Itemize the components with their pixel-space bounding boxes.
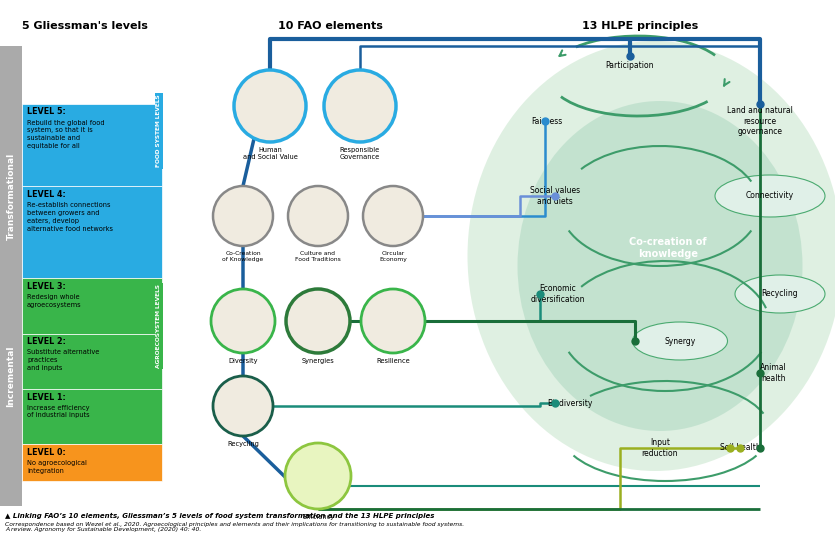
- Bar: [22, 333, 162, 389]
- Text: ▲ Linking FAO’s 10 elements, Gliessman’s 5 levels of food system transformation : ▲ Linking FAO’s 10 elements, Gliessman’s…: [5, 513, 434, 519]
- Text: Culture and
Food Traditions: Culture and Food Traditions: [295, 251, 341, 262]
- Text: FOOD SYSTEM LEVELS: FOOD SYSTEM LEVELS: [156, 95, 161, 167]
- Text: Circular
Economy: Circular Economy: [379, 251, 407, 262]
- Text: Recycling: Recycling: [762, 289, 798, 299]
- Text: LEVEL 0:: LEVEL 0:: [27, 448, 66, 457]
- Text: LEVEL 3:: LEVEL 3:: [27, 282, 66, 291]
- Text: Co-Creation
of Knowledge: Co-Creation of Knowledge: [222, 251, 264, 262]
- Text: Transformational: Transformational: [7, 152, 16, 240]
- Circle shape: [361, 289, 425, 353]
- Circle shape: [211, 289, 275, 353]
- Text: No agroecological
integration: No agroecological integration: [27, 460, 87, 474]
- Circle shape: [324, 70, 396, 142]
- Text: LEVEL 5:: LEVEL 5:: [27, 108, 66, 116]
- Text: 10 FAO elements: 10 FAO elements: [277, 21, 382, 31]
- Circle shape: [286, 289, 350, 353]
- Text: Recycling: Recycling: [227, 441, 259, 447]
- Bar: [22, 103, 162, 187]
- Circle shape: [285, 443, 351, 509]
- Bar: [22, 187, 162, 278]
- Bar: [22, 389, 162, 444]
- Text: Substitute alternative
practices
and inputs: Substitute alternative practices and inp…: [27, 349, 99, 371]
- Text: Fairness: Fairness: [531, 116, 563, 125]
- Text: Land and natural
resource
governance: Land and natural resource governance: [727, 106, 793, 136]
- Text: Social values
and diets: Social values and diets: [530, 187, 580, 206]
- Ellipse shape: [735, 275, 825, 313]
- Text: Synergy: Synergy: [665, 337, 696, 346]
- Text: Participation: Participation: [605, 62, 655, 71]
- Text: Correspondence based on Wezel et al., 2020. Agroecological principles and elemen: Correspondence based on Wezel et al., 20…: [5, 522, 464, 532]
- Text: Diversity: Diversity: [228, 358, 258, 364]
- Circle shape: [213, 186, 273, 246]
- Text: Soil health: Soil health: [720, 443, 761, 452]
- Text: Increase efficiency
of industrial inputs: Increase efficiency of industrial inputs: [27, 405, 89, 419]
- Text: Rebuild the global food
system, so that it is
sustainable and
equitable for all: Rebuild the global food system, so that …: [27, 120, 104, 149]
- Text: Re-establish connections
between growers and
eaters, develop
alternative food ne: Re-establish connections between growers…: [27, 202, 113, 232]
- Ellipse shape: [632, 322, 727, 360]
- Text: LEVEL 4:: LEVEL 4:: [27, 190, 66, 199]
- Text: Efficiency: Efficiency: [302, 514, 334, 520]
- Text: LEVEL 2:: LEVEL 2:: [27, 338, 66, 346]
- Text: 5 Gliessman's levels: 5 Gliessman's levels: [22, 21, 148, 31]
- Text: 13 HLPE principles: 13 HLPE principles: [582, 21, 698, 31]
- Bar: [22, 444, 162, 481]
- Text: Biodiversity: Biodiversity: [547, 398, 593, 407]
- Circle shape: [213, 376, 273, 436]
- Text: LEVEL 1:: LEVEL 1:: [27, 393, 66, 401]
- Text: Responsible
Governance: Responsible Governance: [340, 147, 380, 160]
- Text: AGROECOSYSTEM LEVELS: AGROECOSYSTEM LEVELS: [156, 284, 161, 368]
- Ellipse shape: [468, 41, 835, 471]
- Text: Redesign whole
agroecosystems: Redesign whole agroecosystems: [27, 294, 82, 308]
- Circle shape: [288, 186, 348, 246]
- Text: Resilience: Resilience: [376, 358, 410, 364]
- Text: Synergies: Synergies: [301, 358, 334, 364]
- Ellipse shape: [518, 101, 802, 431]
- Circle shape: [363, 186, 423, 246]
- Ellipse shape: [715, 175, 825, 217]
- Circle shape: [234, 70, 306, 142]
- Text: Economic
diversification: Economic diversification: [531, 284, 585, 304]
- Bar: [0, 46, 22, 506]
- Text: Input
reduction: Input reduction: [642, 438, 678, 458]
- Text: Human
and Social Value: Human and Social Value: [242, 147, 297, 160]
- Bar: [22, 278, 162, 333]
- Text: Animal
health: Animal health: [760, 363, 787, 383]
- Text: Co-creation of
knowledge: Co-creation of knowledge: [630, 237, 706, 259]
- Text: Connectivity: Connectivity: [746, 191, 794, 200]
- Text: Incremental: Incremental: [7, 345, 16, 407]
